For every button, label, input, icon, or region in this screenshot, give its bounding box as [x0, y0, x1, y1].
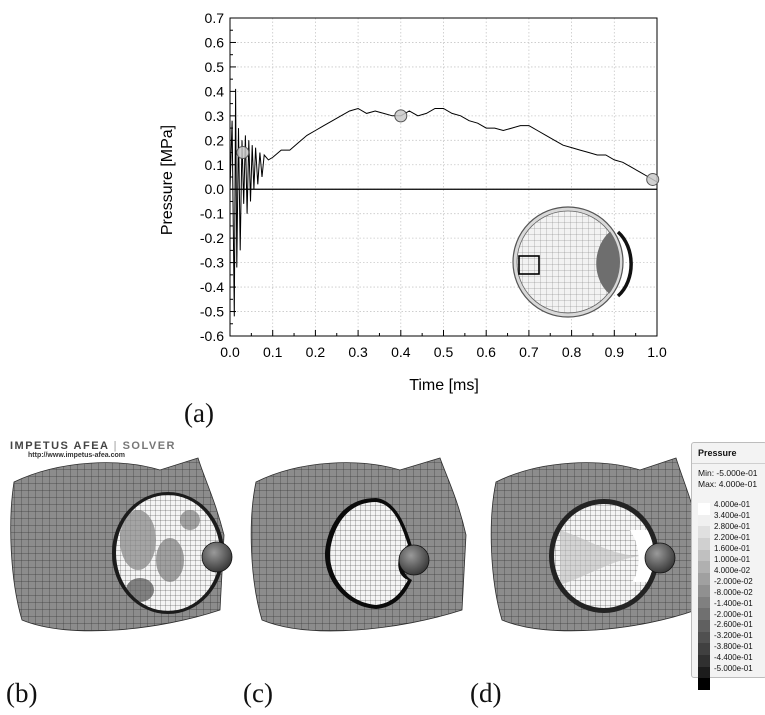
legend-tick-label: 1.000e-01 [714, 554, 751, 564]
eye-model-d [490, 457, 701, 632]
y-axis-label: Pressure [MPa] [159, 125, 176, 235]
legend-tick-label: -2.000e-01 [714, 609, 753, 619]
x-tick-labels: 0.0 0.1 0.2 0.3 0.4 0.5 0.6 0.7 0.8 0.9 1.0 [220, 344, 667, 360]
legend-swatch [698, 596, 710, 609]
y-tick-label: -0.2 [200, 230, 224, 246]
legend-swatch [698, 538, 710, 550]
eye-inset-diagram [512, 206, 633, 318]
legend-swatch [698, 678, 710, 690]
x-axis-label: Time [ms] [409, 377, 479, 394]
data-marker [236, 146, 250, 160]
x-tick-label: 0.4 [391, 344, 411, 360]
legend-swatch [698, 643, 710, 655]
legend-swatch [698, 526, 710, 539]
y-tick-label: -0.4 [200, 279, 224, 295]
y-tick-label: -0.1 [200, 206, 224, 222]
y-tick-label: 0.2 [205, 132, 225, 148]
y-tick-label: 0.4 [205, 83, 225, 99]
legend-swatch [698, 561, 710, 574]
data-marker [646, 172, 660, 186]
x-tick-label: 0.8 [562, 344, 582, 360]
legend-title: Pressure [698, 448, 737, 458]
legend-color-bar [698, 503, 710, 690]
x-tick-label: 0.5 [434, 344, 454, 360]
legend-swatch [698, 549, 710, 562]
x-tick-label: 0.7 [519, 344, 539, 360]
panel-label-d: (d) [470, 678, 502, 708]
legend-swatch [698, 573, 710, 585]
legend-min: Min: -5.000e-01 [698, 468, 758, 478]
y-tick-label: -0.3 [200, 255, 224, 271]
x-tick-label: 0.0 [220, 344, 240, 360]
data-marker [394, 109, 408, 123]
legend-swatch [698, 619, 710, 632]
x-tick-label: 1.0 [647, 344, 667, 360]
y-tick-label: 0.0 [205, 181, 225, 197]
legend-swatch [698, 654, 710, 667]
y-tick-label: 0.6 [205, 34, 225, 50]
legend-swatch [698, 514, 710, 527]
y-tick-label: 0.7 [205, 10, 225, 26]
legend-tick-label: -8.000e-02 [714, 587, 753, 597]
brand-url: http://www.impetus-afea.com [28, 452, 125, 459]
legend-tick-label: -1.400e-01 [714, 598, 753, 608]
x-tick-label: 0.9 [605, 344, 625, 360]
grid-lines [230, 18, 657, 336]
panel-label-a: (a) [184, 398, 214, 428]
pressure-legend: Pressure Min: -5.000e-01 Max: 4.000e-01 … [691, 442, 765, 690]
brand-name: IMPETUS AFEA [10, 440, 110, 452]
legend-tick-label: -2.600e-01 [714, 620, 753, 630]
x-tick-label: 0.1 [263, 344, 283, 360]
x-tick-label: 0.3 [348, 344, 368, 360]
legend-tick-label: -2.000e-02 [714, 576, 753, 586]
legend-swatch [698, 666, 710, 679]
panel-label-c: (c) [243, 678, 273, 708]
legend-swatch [698, 503, 710, 515]
legend-tick-label: 1.600e-01 [714, 543, 751, 553]
panel-label-b: (b) [6, 678, 38, 708]
legend-tick-label: -4.400e-01 [714, 653, 753, 663]
inset-sample-box [518, 255, 540, 275]
legend-tick-label: -5.000e-01 [714, 664, 753, 674]
y-tick-label: 0.5 [205, 59, 225, 75]
y-tick-label: -0.5 [200, 304, 224, 320]
pressure-chart: 0.0 0.1 0.2 0.3 0.4 0.5 0.6 0.7 0.8 0.9 1.0 -0.6-0… [159, 10, 667, 394]
legend-divider [692, 463, 765, 464]
legend-tick-label: 4.000e-02 [714, 565, 751, 575]
solver-brand: IMPETUS AFEA | SOLVER http://www.impetus… [10, 440, 176, 459]
legend-tick-label: 2.800e-01 [714, 521, 751, 531]
legend-tick-label: 4.000e-01 [714, 500, 751, 509]
markers [236, 109, 660, 186]
legend-tick-label: 3.400e-01 [714, 510, 751, 520]
legend-swatch [698, 631, 710, 644]
legend-max: Max: 4.000e-01 [698, 479, 758, 489]
y-tick-label: 0.3 [205, 108, 225, 124]
y-tick-label: 0.1 [205, 157, 225, 173]
eye-model-c [250, 457, 467, 632]
eye-model-b [10, 457, 233, 632]
x-tick-label: 0.2 [306, 344, 326, 360]
y-tick-labels: -0.6 -0.5 -0.4 -0.3 -0.2 -0.1 0.0 0.1 0.2 0.3 0.4 0… [200, 10, 224, 344]
series-line [229, 88, 658, 317]
legend-tick-label: -3.200e-01 [714, 631, 753, 641]
legend-swatch [698, 584, 710, 597]
legend-swatch [698, 608, 710, 620]
x-tick-label: 0.6 [476, 344, 496, 360]
y-tick-label: -0.6 [200, 328, 224, 344]
legend-tick-label: -3.800e-01 [714, 642, 753, 652]
legend-tick-label: 2.200e-01 [714, 532, 751, 542]
brand-product: SOLVER [122, 440, 176, 452]
brand-separator: | [113, 440, 118, 452]
